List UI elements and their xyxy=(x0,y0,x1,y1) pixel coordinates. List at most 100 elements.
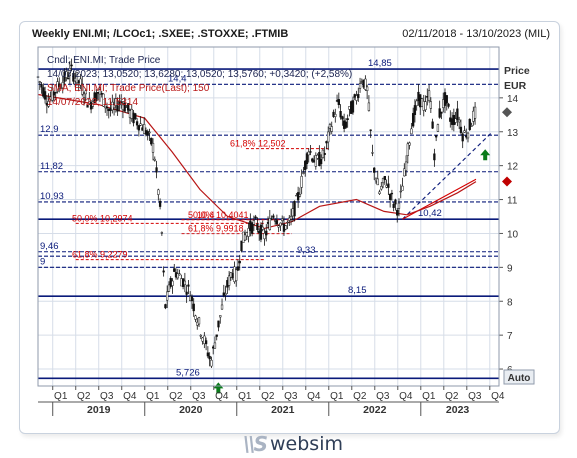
candle-body xyxy=(187,284,190,287)
y-tick-label: 14 xyxy=(507,94,519,105)
candle-body xyxy=(387,183,390,188)
candle-body xyxy=(247,228,250,237)
candle-body xyxy=(392,203,395,208)
candle-body xyxy=(61,82,64,89)
candle-body xyxy=(459,126,463,133)
chart-title: Weekly ENI.MI; /LCOc1; .SXEE; .STOXXE; .… xyxy=(32,28,289,40)
candle-body xyxy=(355,95,358,101)
candle-body xyxy=(309,151,312,153)
candle-body xyxy=(171,280,174,286)
websim-mark-icon: \\S xyxy=(243,432,268,456)
quarter-label: Q1 xyxy=(330,391,344,402)
candle-body xyxy=(270,218,273,220)
candle-body xyxy=(436,124,440,132)
candle-body xyxy=(259,224,263,240)
candle-body xyxy=(396,209,399,216)
quarter-label: Q3 xyxy=(376,391,390,402)
candle-body xyxy=(112,104,116,109)
candle-body xyxy=(364,78,367,90)
candle-body xyxy=(369,129,372,131)
y-tick-label: 7 xyxy=(507,331,513,342)
candle-body xyxy=(427,90,431,101)
candle-body xyxy=(91,101,95,107)
candle-body xyxy=(208,355,211,360)
quarter-label: Q4 xyxy=(123,391,137,402)
candle-body xyxy=(70,64,73,67)
candle-body xyxy=(367,102,371,111)
candle-body xyxy=(468,118,471,130)
candle-body xyxy=(151,142,155,153)
candle-body xyxy=(213,342,217,349)
candle-body xyxy=(458,119,461,123)
year-label: 2023 xyxy=(446,404,470,416)
candle-body xyxy=(380,186,383,190)
quarter-label: Q3 xyxy=(468,391,482,402)
quarter-label: Q4 xyxy=(491,391,505,402)
candle-body xyxy=(185,291,188,295)
last-value-markers xyxy=(502,107,512,187)
candle-body xyxy=(275,220,279,225)
candle-body xyxy=(334,113,337,117)
level-label: 14,85 xyxy=(368,58,392,69)
year-label: 2020 xyxy=(179,404,203,416)
candle-body xyxy=(323,152,326,155)
candle-body xyxy=(281,218,284,221)
quarter-label: Q3 xyxy=(192,391,206,402)
y-axis: Price EUR 67891011121314 xyxy=(504,65,530,376)
quarter-label: Q1 xyxy=(238,391,252,402)
quarter-label: Q3 xyxy=(284,391,298,402)
candle-body xyxy=(319,158,323,165)
auto-button-label[interactable]: Auto xyxy=(508,373,531,384)
candle-body xyxy=(351,100,355,113)
candle-body xyxy=(84,90,87,95)
legend: Cndl; ENI.MI; Trade Price 14/07/2023; 13… xyxy=(47,55,352,108)
candle-body xyxy=(38,81,41,83)
candle-body xyxy=(95,92,98,102)
candle-body xyxy=(155,167,158,173)
y-tick-label: 13 xyxy=(507,128,519,139)
arrows xyxy=(213,149,491,394)
fib-label: 61,8% 9,2279 xyxy=(72,250,128,260)
candle-body xyxy=(197,317,201,325)
level-label: 9,46 xyxy=(40,241,59,252)
candle-body xyxy=(114,98,118,106)
level-label: 14,4 xyxy=(168,73,187,84)
sma-150-line xyxy=(37,93,477,230)
candle-body xyxy=(105,106,109,109)
candle-body xyxy=(394,199,397,205)
y-axis-title: Price xyxy=(504,65,530,77)
candle-body xyxy=(118,100,121,106)
y-tick-label: 12 xyxy=(507,162,519,173)
candle-body xyxy=(272,215,275,218)
candle-body xyxy=(373,167,376,173)
quarter-label: Q3 xyxy=(100,391,114,402)
candle-body xyxy=(54,92,57,94)
quarter-label: Q4 xyxy=(215,391,229,402)
trendlines xyxy=(402,131,493,220)
candle-body xyxy=(178,273,181,276)
candle-body xyxy=(327,131,330,143)
level-label: 9,33 xyxy=(297,245,316,256)
auto-button-bg[interactable] xyxy=(503,369,535,385)
candle-body xyxy=(411,113,415,127)
auto-button[interactable]: Auto xyxy=(503,369,535,385)
candle-body xyxy=(376,178,379,186)
candle-body xyxy=(284,225,287,230)
candle-body xyxy=(43,91,47,100)
candle-body xyxy=(293,200,296,217)
candle-body xyxy=(72,72,75,82)
quarter-label: Q1 xyxy=(422,391,436,402)
quarter-label: Q2 xyxy=(261,391,275,402)
date-range: 02/11/2018 - 13/10/2023 (MIL) xyxy=(402,28,550,40)
candle-body xyxy=(98,89,102,95)
y-tick-label: 10 xyxy=(507,229,519,240)
y-tick-label: 11 xyxy=(507,196,518,207)
trendline xyxy=(402,131,493,220)
support-resistance-levels: 14,85 14,4 12,9 11,82 10,93 10,42 9,46 9,33 9 8,1… xyxy=(38,58,499,380)
candle-body xyxy=(304,160,307,171)
y-tick-label: 9 xyxy=(507,263,513,274)
candle-body xyxy=(302,172,305,174)
candle-body xyxy=(470,125,473,127)
candle-body xyxy=(66,77,70,80)
